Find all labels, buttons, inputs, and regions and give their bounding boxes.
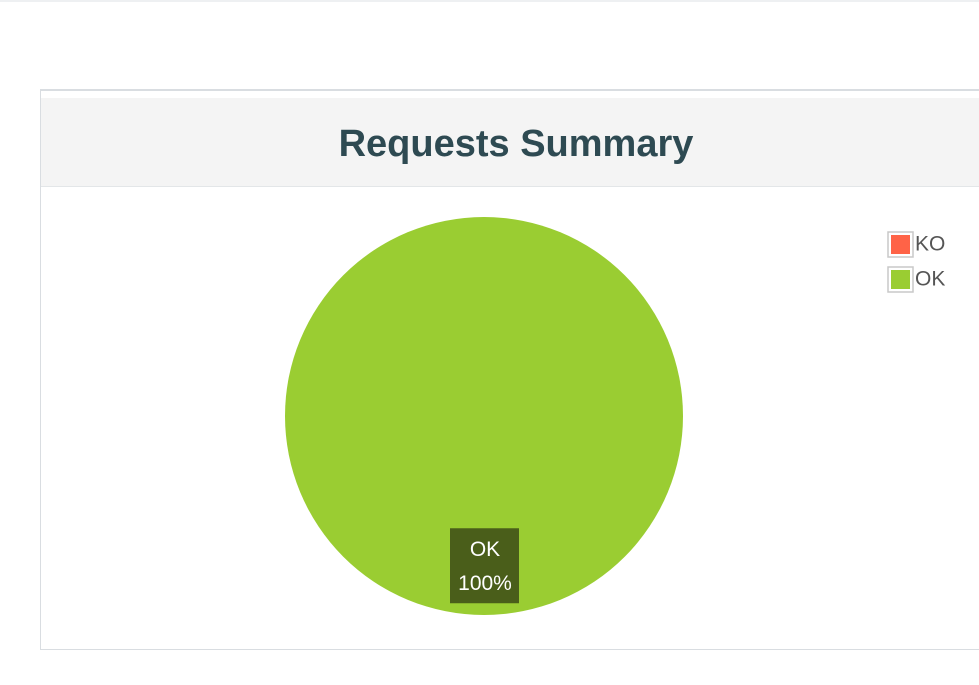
- data-label-box: [450, 528, 519, 604]
- panel-header: [41, 98, 979, 187]
- data-label: 100%: [458, 572, 512, 595]
- data-label-name: OK: [470, 538, 500, 561]
- legend-label[interactable]: OK: [915, 268, 945, 291]
- legend-swatch[interactable]: [891, 235, 910, 254]
- chart-title: Requests Summary: [339, 123, 694, 165]
- legend-swatch[interactable]: [891, 270, 910, 289]
- top-bar: [0, 0, 979, 2]
- legend-label[interactable]: KO: [915, 233, 945, 256]
- pie-slice: [285, 217, 683, 615]
